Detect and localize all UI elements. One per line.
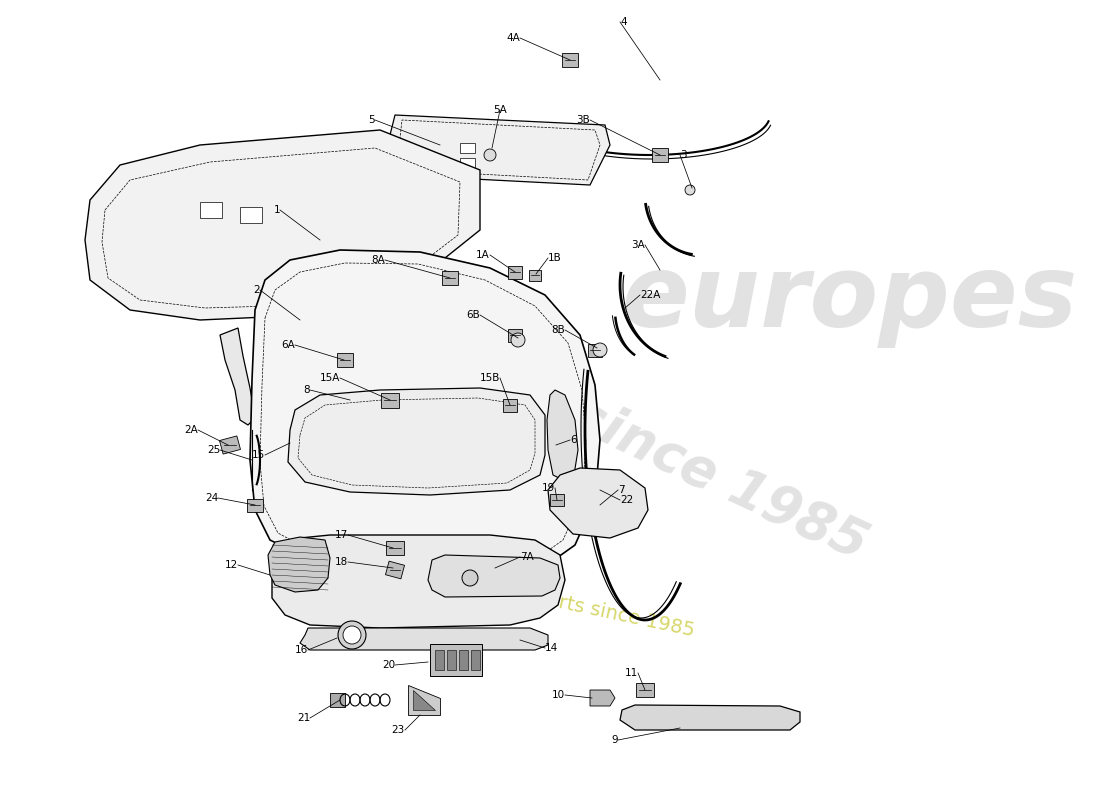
Polygon shape bbox=[381, 393, 399, 407]
Polygon shape bbox=[547, 390, 578, 480]
Text: 1B: 1B bbox=[548, 253, 562, 263]
Polygon shape bbox=[337, 353, 353, 367]
Circle shape bbox=[484, 149, 496, 161]
Text: 2A: 2A bbox=[185, 425, 198, 435]
Text: 7A: 7A bbox=[520, 552, 534, 562]
Text: 17: 17 bbox=[334, 530, 348, 540]
Text: 8A: 8A bbox=[372, 255, 385, 265]
Text: 21: 21 bbox=[297, 713, 310, 723]
Polygon shape bbox=[460, 143, 475, 153]
Bar bbox=[434, 650, 444, 670]
Text: 6A: 6A bbox=[282, 340, 295, 350]
Text: 8B: 8B bbox=[551, 325, 565, 335]
Bar bbox=[459, 650, 468, 670]
Polygon shape bbox=[390, 115, 611, 185]
Polygon shape bbox=[248, 498, 263, 511]
Polygon shape bbox=[300, 628, 548, 650]
Text: 1A: 1A bbox=[476, 250, 490, 260]
Circle shape bbox=[593, 343, 607, 357]
Polygon shape bbox=[588, 343, 602, 357]
Text: 8: 8 bbox=[304, 385, 310, 395]
Text: 4: 4 bbox=[620, 17, 627, 27]
Polygon shape bbox=[240, 207, 262, 223]
Text: 18: 18 bbox=[334, 557, 348, 567]
Text: 20: 20 bbox=[382, 660, 395, 670]
Polygon shape bbox=[508, 266, 522, 278]
Polygon shape bbox=[550, 494, 564, 506]
Text: a passion for parts since 1985: a passion for parts since 1985 bbox=[404, 560, 696, 640]
Polygon shape bbox=[330, 693, 345, 707]
Polygon shape bbox=[220, 328, 255, 425]
Text: 5: 5 bbox=[368, 115, 375, 125]
Polygon shape bbox=[412, 690, 434, 710]
Polygon shape bbox=[408, 685, 440, 715]
Text: 7: 7 bbox=[618, 485, 625, 495]
Text: 14: 14 bbox=[544, 643, 558, 653]
Text: 15A: 15A bbox=[320, 373, 340, 383]
Polygon shape bbox=[430, 644, 482, 676]
Text: 3B: 3B bbox=[576, 115, 590, 125]
Text: 15: 15 bbox=[252, 450, 265, 460]
Text: 2: 2 bbox=[253, 285, 260, 295]
Text: 23: 23 bbox=[392, 725, 405, 735]
Text: 16: 16 bbox=[295, 645, 308, 655]
Polygon shape bbox=[386, 541, 404, 555]
Polygon shape bbox=[268, 537, 330, 592]
Polygon shape bbox=[562, 53, 578, 67]
Polygon shape bbox=[529, 270, 541, 281]
Text: 4A: 4A bbox=[506, 33, 520, 43]
Text: 9: 9 bbox=[612, 735, 618, 745]
Text: europes: europes bbox=[621, 251, 1078, 349]
Polygon shape bbox=[636, 683, 654, 697]
Text: 22: 22 bbox=[620, 495, 634, 505]
Polygon shape bbox=[85, 130, 480, 320]
Polygon shape bbox=[508, 329, 522, 342]
Text: 25: 25 bbox=[207, 445, 220, 455]
Polygon shape bbox=[652, 148, 668, 162]
Text: 3A: 3A bbox=[631, 240, 645, 250]
Polygon shape bbox=[503, 398, 517, 411]
Ellipse shape bbox=[343, 626, 361, 644]
Text: 10: 10 bbox=[552, 690, 565, 700]
Text: 15B: 15B bbox=[480, 373, 501, 383]
Text: 1: 1 bbox=[274, 205, 280, 215]
Polygon shape bbox=[220, 436, 241, 454]
Polygon shape bbox=[385, 561, 405, 579]
Text: since 1985: since 1985 bbox=[564, 389, 876, 571]
Text: 24: 24 bbox=[205, 493, 218, 503]
Text: 6: 6 bbox=[570, 435, 576, 445]
Polygon shape bbox=[460, 158, 475, 168]
Polygon shape bbox=[288, 388, 544, 495]
Text: 11: 11 bbox=[625, 668, 638, 678]
Text: 3: 3 bbox=[680, 150, 686, 160]
Polygon shape bbox=[548, 468, 648, 538]
Polygon shape bbox=[272, 535, 565, 628]
Text: 5A: 5A bbox=[493, 105, 507, 115]
Ellipse shape bbox=[338, 621, 366, 649]
Text: 22A: 22A bbox=[640, 290, 660, 300]
Polygon shape bbox=[620, 705, 800, 730]
Bar bbox=[447, 650, 456, 670]
Text: 19: 19 bbox=[541, 483, 556, 493]
Polygon shape bbox=[428, 555, 560, 597]
Circle shape bbox=[512, 333, 525, 347]
Text: 12: 12 bbox=[224, 560, 238, 570]
Circle shape bbox=[685, 185, 695, 195]
Circle shape bbox=[462, 570, 478, 586]
Polygon shape bbox=[442, 271, 458, 285]
Bar bbox=[471, 650, 480, 670]
Text: 6B: 6B bbox=[466, 310, 480, 320]
Polygon shape bbox=[200, 202, 222, 218]
Polygon shape bbox=[250, 250, 600, 580]
Polygon shape bbox=[590, 690, 615, 706]
